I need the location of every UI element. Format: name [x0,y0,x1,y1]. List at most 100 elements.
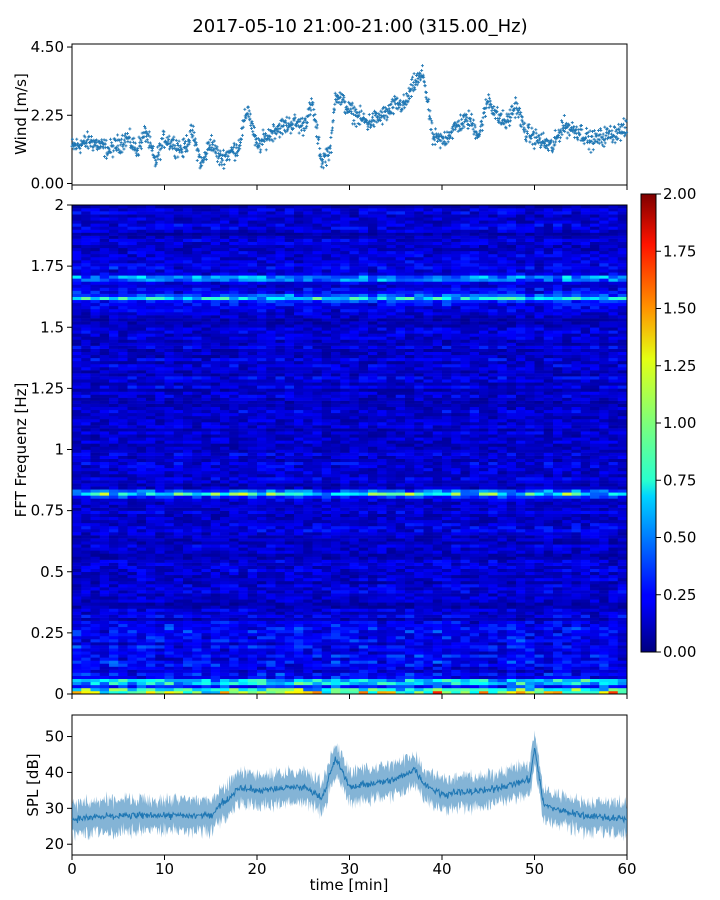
spectrogram-cell [321,553,332,557]
spectrogram-cell [257,599,267,603]
spectrogram-cell [553,663,563,667]
spectrogram-cell [608,608,619,612]
spectrogram-cell [432,602,443,606]
spectrogram-cell [127,663,138,667]
spectrogram-cell [414,684,424,689]
spectrogram-cell [516,663,526,667]
spectrogram-cell [469,611,480,615]
spectrogram-cell [395,583,406,588]
spectrogram-cell [164,571,175,576]
spectrogram-cell [127,666,138,670]
spectrogram-cell [294,648,304,652]
spectrogram-cell [201,522,212,527]
spectrogram-cell [136,663,147,667]
spectrogram-cell [562,562,572,566]
spectrogram-cell [164,608,175,612]
spectrogram-cell [99,617,110,621]
spectrogram-cell [247,596,258,600]
spectrogram-cell [562,513,572,518]
spectrogram-cell [451,635,461,640]
spectrogram-cell [220,510,230,514]
spectrogram-cell [442,568,452,573]
spectrogram-cell [192,599,202,603]
wind-point [222,162,226,166]
spectrogram-cell [210,559,221,563]
spectrogram-cell [590,541,600,545]
spectrogram-cell [497,513,508,518]
spectrogram-cell [479,513,489,518]
spectrogram-cell [405,617,415,621]
spectrogram-cell [580,666,591,670]
spectrogram-cell [340,565,350,569]
wind-point [300,128,304,132]
spectrogram-cell [155,632,165,637]
wind-point [574,132,578,136]
spectrogram-cell [553,538,563,542]
spectrogram-cell [183,544,193,548]
spectrogram-cell [312,596,323,600]
spectrogram-cell [321,663,332,667]
spectrogram-cell [386,580,397,585]
spectrogram-cell [497,660,508,664]
spectrogram-cell [109,602,119,606]
wind-point [210,146,214,150]
spectrogram-cell [543,629,554,634]
spectrogram-cell [99,550,110,554]
spectrogram-cell [580,556,591,560]
spectrogram-cell [247,516,258,521]
spectrogram-cell [358,669,369,673]
spectrogram-cell [516,541,526,545]
spectrogram-cell [81,568,91,573]
spectrogram-cell [562,528,572,533]
wind-point [319,165,323,169]
spectrogram-cell [377,532,387,536]
spectrogram-cell [136,666,147,670]
spectrogram-cell [497,645,508,649]
wind-point [231,145,235,149]
spectrogram-cell [506,577,517,582]
spectrogram-cell [275,547,286,551]
spectrogram-cell [192,638,202,643]
spectrogram-cell [229,611,239,615]
spectrogram-cell [340,611,350,615]
spectrogram-cell [340,635,350,640]
spectrogram-cell [201,538,212,542]
spectrogram-cell [608,672,619,676]
spectrogram-cell [479,528,489,533]
wind-point [617,122,621,126]
spectrogram-cell [432,532,443,536]
spectrogram-cell [395,590,406,594]
spectrogram-cell [210,541,221,545]
spectrogram-cell [590,614,600,618]
spectrogram-cell [257,632,267,637]
spectrogram-cell [201,648,212,652]
spectrogram-cell [99,635,110,640]
wind-point [509,115,513,119]
spectrogram-cell [386,510,397,514]
spectrogram-cell [432,556,443,560]
spectrogram-cell [580,635,591,640]
spectrogram-cell [164,602,175,606]
spectrogram-cell [617,660,628,664]
spectrogram-cell [312,516,323,521]
spectrogram-cell [275,513,286,518]
spectrogram-cell [294,550,304,554]
spectrogram-cell [377,605,387,609]
wind-point [527,122,531,126]
spectrogram-cell [321,577,332,582]
spectrogram-cell [72,648,82,652]
spectrogram-cell [164,672,175,676]
spectrogram-cell [608,580,619,585]
spectrogram-cell [451,538,461,542]
spectrogram-cell [321,623,332,628]
spectrogram-cell [377,687,387,692]
spectrogram-cell [275,638,286,643]
spectrogram-cell [562,626,572,631]
spectrogram-cell [451,565,461,569]
spectrogram-cell [534,577,545,582]
spectrogram-cell [257,614,267,618]
spectrogram-cell [90,632,101,637]
spectrogram-cell [331,522,341,527]
spectrogram-cell [377,547,387,551]
spectrogram-cell [340,605,350,609]
